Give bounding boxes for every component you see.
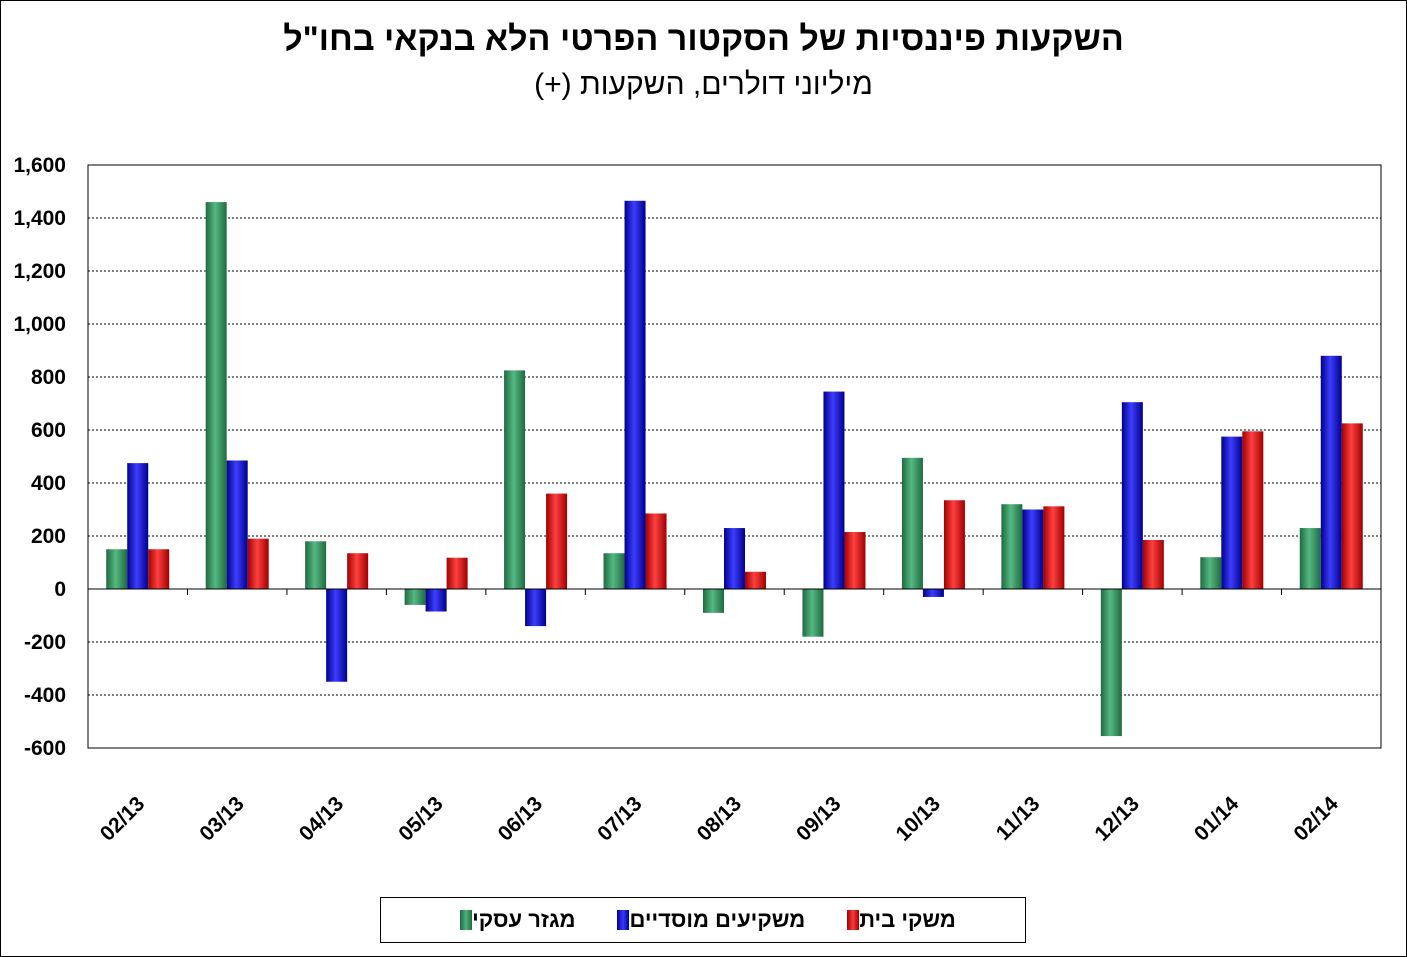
- y-tick-label: 1,400: [13, 207, 66, 230]
- bar-households-09-13: [844, 532, 866, 589]
- x-category-label: 03/13: [195, 792, 248, 845]
- bar-business-09-13: [802, 589, 824, 637]
- bar-business-10-13: [901, 457, 923, 589]
- legend-swatch-households: [847, 910, 860, 930]
- x-category-label: 07/13: [593, 792, 646, 845]
- bar-business-04-13: [305, 541, 327, 589]
- y-tick-labels: 1,600 1,400 1,200 1,000 800 600 400 200 0 -200 -40…: [13, 154, 66, 760]
- bar-institutional-08-13: [724, 528, 745, 589]
- y-tick-label: 0: [54, 578, 66, 601]
- bar-business-12-13: [1100, 589, 1122, 737]
- y-tick-label: 200: [31, 525, 66, 548]
- bar-households-05-13: [446, 557, 468, 589]
- bar-business-11-13: [1001, 504, 1023, 589]
- plot-area: [87, 164, 1382, 749]
- gridlines: [88, 164, 1381, 749]
- legend-label-households: משקי בית: [859, 907, 956, 932]
- bar-institutional-04-13: [326, 589, 348, 682]
- bars: [106, 200, 1363, 737]
- bar-households-10-13: [943, 500, 965, 589]
- chart-title: השקעות פיננסיות של הסקטור הפרטי הלא בנקא…: [283, 20, 1124, 58]
- legend: מגזר עסקי משקיעים מוסדיים משקי בית: [380, 897, 1026, 943]
- bar-business-02-14: [1299, 528, 1321, 589]
- y-tick-label: -400: [24, 684, 66, 707]
- axes: [87, 164, 1382, 749]
- y-tick-label: 600: [31, 419, 66, 442]
- bar-business-05-13: [404, 589, 426, 605]
- x-category-labels: 02/13 03/13 04/13 05/13 06/13 07/13 08/13 09/13…: [96, 792, 1343, 846]
- bar-households-02-13: [148, 549, 170, 589]
- x-category-label: 12/13: [1090, 792, 1143, 845]
- bar-business-07-13: [603, 553, 625, 589]
- bar-households-03-13: [247, 538, 269, 589]
- x-category-label: 08/13: [693, 792, 746, 845]
- x-category-label: 10/13: [892, 792, 945, 845]
- legend-item-households: משקי בית: [837, 907, 956, 933]
- chart-subtitle: מיליוני דולרים, השקעות (+): [534, 68, 873, 101]
- bar-institutional-05-13: [425, 589, 447, 612]
- bar-institutional-06-13: [525, 589, 547, 627]
- bar-business-01-14: [1200, 557, 1222, 589]
- x-category-label: 05/13: [394, 792, 447, 845]
- bar-households-08-13: [745, 571, 766, 589]
- x-category-label: 06/13: [494, 792, 547, 845]
- bar-chart: 1,600 1,400 1,200 1,000 800 600 400 200 0 -200 -40…: [13, 154, 1382, 846]
- bar-households-12-13: [1142, 539, 1164, 589]
- y-tick-label: 1,200: [13, 260, 66, 283]
- x-category-label: 01/14: [1190, 792, 1244, 846]
- bar-households-06-13: [546, 493, 568, 589]
- y-tick-label: 1,600: [13, 154, 66, 177]
- legend-item-institutional: משקיעים מוסדיים: [607, 907, 805, 933]
- bar-institutional-10-13: [922, 589, 944, 597]
- bar-institutional-12-13: [1121, 402, 1143, 589]
- bar-households-02-14: [1341, 423, 1363, 589]
- bar-institutional-09-13: [823, 391, 845, 589]
- y-tick-label: 800: [31, 366, 66, 389]
- bar-households-11-13: [1043, 506, 1065, 589]
- y-tick-label: -200: [24, 631, 66, 654]
- legend-label-business: מגזר עסקי: [472, 907, 576, 932]
- bar-institutional-02-14: [1320, 355, 1342, 589]
- bar-institutional-07-13: [624, 200, 646, 589]
- bar-households-07-13: [645, 513, 667, 589]
- bar-business-02-13: [106, 549, 128, 589]
- bar-households-04-13: [347, 553, 369, 589]
- legend-swatch-institutional: [617, 910, 630, 930]
- bar-institutional-02-13: [127, 463, 149, 589]
- legend-item-business: מגזר עסקי: [450, 907, 575, 933]
- bar-business-08-13: [703, 589, 724, 613]
- bar-business-03-13: [205, 202, 227, 589]
- bar-institutional-01-14: [1221, 436, 1243, 589]
- bar-business-06-13: [504, 370, 526, 589]
- y-tick-label: 400: [31, 472, 66, 495]
- y-tick-label: -600: [24, 737, 66, 760]
- bar-households-01-14: [1242, 431, 1264, 589]
- x-category-label: 04/13: [295, 792, 348, 845]
- x-category-label: 02/13: [96, 792, 149, 845]
- bar-institutional-11-13: [1022, 509, 1044, 589]
- bar-institutional-03-13: [226, 460, 248, 589]
- x-category-label: 02/14: [1289, 792, 1343, 846]
- x-category-label: 09/13: [792, 792, 845, 845]
- legend-label-institutional: משקיעים מוסדיים: [629, 907, 806, 932]
- y-tick-label: 1,000: [13, 313, 66, 336]
- legend-swatch-business: [460, 910, 473, 930]
- x-category-label: 11/13: [992, 792, 1045, 845]
